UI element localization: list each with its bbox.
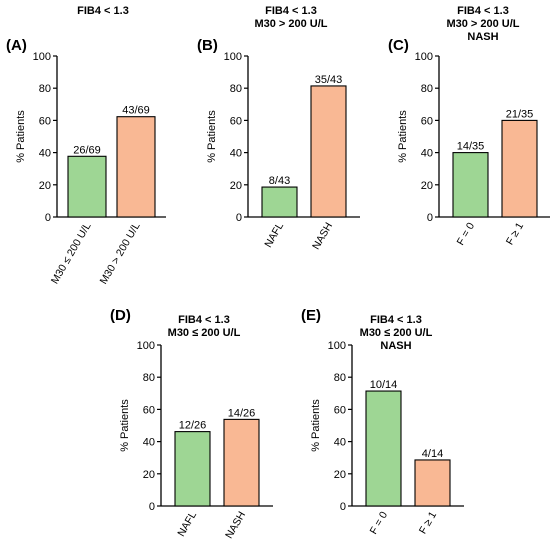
bar bbox=[116, 116, 156, 218]
bar-data-label: 14/26 bbox=[228, 407, 256, 419]
y-tick-label: 40 bbox=[334, 437, 346, 449]
y-tick-label: 20 bbox=[421, 180, 433, 192]
x-category-label: NASH bbox=[223, 510, 248, 541]
y-tick-label: 60 bbox=[39, 115, 51, 127]
chart-title-line: NASH bbox=[467, 31, 498, 43]
x-category-label: NAFL bbox=[175, 509, 199, 538]
y-tick-label: 40 bbox=[230, 148, 242, 160]
y-tick-label: 60 bbox=[143, 404, 155, 416]
chart-title-line: FIB4 < 1.3 bbox=[178, 314, 230, 326]
bar-data-label: 35/43 bbox=[315, 74, 343, 86]
chart-title-line: FIB4 < 1.3 bbox=[457, 5, 509, 17]
bar-data-label: 12/26 bbox=[179, 420, 207, 432]
x-category-label: F = 0 bbox=[455, 220, 478, 247]
bar bbox=[414, 459, 451, 507]
y-tick-label: 0 bbox=[340, 501, 346, 513]
bar bbox=[174, 431, 211, 507]
bar-data-label: 26/69 bbox=[73, 144, 101, 156]
y-tick-label: 60 bbox=[230, 115, 242, 127]
bar-data-label: 10/14 bbox=[370, 379, 398, 391]
bar bbox=[310, 85, 347, 218]
chart-title-line: FIB4 < 1.3 bbox=[77, 5, 129, 17]
bar bbox=[452, 152, 489, 218]
y-tick-label: 80 bbox=[143, 372, 155, 384]
y-tick-label: 100 bbox=[224, 51, 242, 63]
chart-title-line: FIB4 < 1.3 bbox=[370, 314, 422, 326]
bar-data-label: 21/35 bbox=[506, 108, 534, 120]
x-category-label: NASH bbox=[310, 221, 335, 252]
y-tick-label: 40 bbox=[39, 148, 51, 160]
y-tick-label: 100 bbox=[415, 51, 433, 63]
x-category-label: M30 > 200 U/L bbox=[98, 220, 143, 286]
x-category-label: F ≥ 1 bbox=[417, 509, 439, 536]
y-axis-label: % Patients bbox=[397, 110, 409, 163]
chart-title-line: M30 > 200 U/L bbox=[254, 18, 327, 30]
y-tick-label: 0 bbox=[236, 212, 242, 224]
y-tick-label: 80 bbox=[334, 372, 346, 384]
y-tick-label: 60 bbox=[421, 115, 433, 127]
bar bbox=[67, 155, 107, 218]
x-category-label: F ≥ 1 bbox=[504, 220, 526, 247]
bar bbox=[501, 119, 538, 218]
panel-label: (E) bbox=[301, 307, 321, 324]
panel-label: (B) bbox=[197, 37, 218, 54]
bar-data-label: 14/35 bbox=[457, 141, 485, 153]
bar bbox=[365, 390, 402, 507]
panel-label: (A) bbox=[6, 37, 27, 54]
y-tick-label: 100 bbox=[33, 51, 51, 63]
bar-data-label: 4/14 bbox=[422, 448, 443, 460]
y-tick-label: 0 bbox=[149, 501, 155, 513]
chart-title-line: M30 ≤ 200 U/L bbox=[360, 327, 433, 339]
y-tick-label: 60 bbox=[334, 404, 346, 416]
bar-data-label: 8/43 bbox=[269, 175, 290, 187]
x-category-label: F = 0 bbox=[368, 509, 391, 536]
y-tick-label: 20 bbox=[143, 469, 155, 481]
y-axis-label: % Patients bbox=[119, 399, 131, 452]
chart-title-line: M30 > 200 U/L bbox=[446, 18, 519, 30]
x-category-label: NAFL bbox=[262, 220, 286, 249]
y-axis-label: % Patients bbox=[206, 110, 218, 163]
y-tick-label: 80 bbox=[421, 83, 433, 95]
y-axis-label: % Patients bbox=[310, 399, 322, 452]
y-tick-label: 100 bbox=[137, 340, 155, 352]
chart-title-line: M30 ≤ 200 U/L bbox=[168, 327, 241, 339]
y-tick-label: 0 bbox=[45, 212, 51, 224]
bar bbox=[261, 186, 298, 218]
chart-title-line: FIB4 < 1.3 bbox=[265, 5, 317, 17]
panel-label: (D) bbox=[110, 307, 131, 324]
y-tick-label: 20 bbox=[39, 180, 51, 192]
bar-data-label: 43/69 bbox=[122, 105, 150, 117]
y-tick-label: 20 bbox=[334, 469, 346, 481]
y-tick-label: 40 bbox=[421, 148, 433, 160]
bar bbox=[223, 418, 260, 507]
panel-label: (C) bbox=[388, 37, 409, 54]
y-tick-label: 20 bbox=[230, 180, 242, 192]
y-tick-label: 80 bbox=[39, 83, 51, 95]
y-tick-label: 100 bbox=[328, 340, 346, 352]
chart-title-line: NASH bbox=[380, 340, 411, 352]
chart-panel-a: (A) FIB4 < 1.3 0 20 40 60 80 100 % Patients 26/69… bbox=[6, 5, 166, 286]
x-category-label: M30 ≤ 200 U/L bbox=[49, 220, 94, 286]
y-axis-label: % Patients bbox=[15, 110, 27, 163]
y-tick-label: 0 bbox=[427, 212, 433, 224]
y-tick-label: 40 bbox=[143, 437, 155, 449]
y-tick-label: 80 bbox=[230, 83, 242, 95]
